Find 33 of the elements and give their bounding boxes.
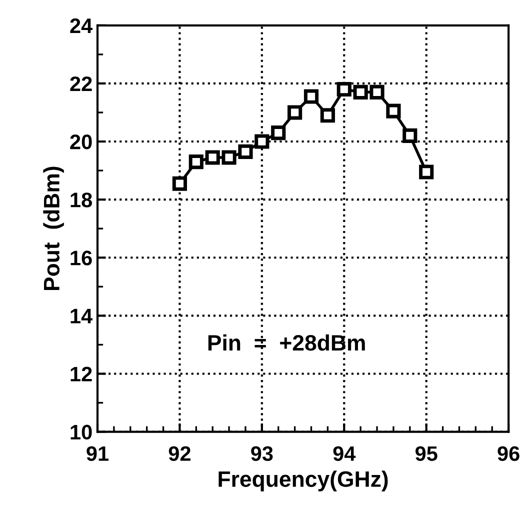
point xyxy=(320,108,335,123)
y-tick-label: 24 xyxy=(70,18,93,33)
point xyxy=(288,105,302,120)
point xyxy=(205,150,220,165)
y-tick-label: 12 xyxy=(70,366,92,382)
point xyxy=(271,126,286,140)
x-tick-label: 91 xyxy=(86,446,108,461)
point xyxy=(254,134,270,149)
point xyxy=(304,89,319,104)
y-tick-label: 18 xyxy=(70,192,92,208)
point xyxy=(386,104,401,118)
y-tick-label: 22 xyxy=(70,76,92,92)
point xyxy=(222,150,236,165)
x-axis-title: Frequency(GHz) xyxy=(218,470,388,492)
point xyxy=(402,128,418,143)
x-tick-label: 92 xyxy=(168,446,190,461)
y-tick-label: 14 xyxy=(70,308,93,324)
point xyxy=(172,176,187,191)
annotation: Pin = +28dBm xyxy=(208,334,365,351)
point xyxy=(353,84,368,100)
x-tick-label: 96 xyxy=(498,446,520,461)
point xyxy=(419,164,434,180)
point xyxy=(188,154,204,170)
x-tick-label: 94 xyxy=(333,446,356,461)
y-axis-title: Pout (dBm) xyxy=(43,166,64,290)
y-tick-label: 16 xyxy=(70,250,92,266)
y-tick-label: 20 xyxy=(70,134,92,150)
x-tick-label: 95 xyxy=(415,446,438,461)
point xyxy=(370,84,384,100)
point xyxy=(336,82,352,97)
point xyxy=(238,144,253,159)
x-tick-label: 93 xyxy=(251,446,273,462)
y-tick-label: 10 xyxy=(70,424,92,440)
